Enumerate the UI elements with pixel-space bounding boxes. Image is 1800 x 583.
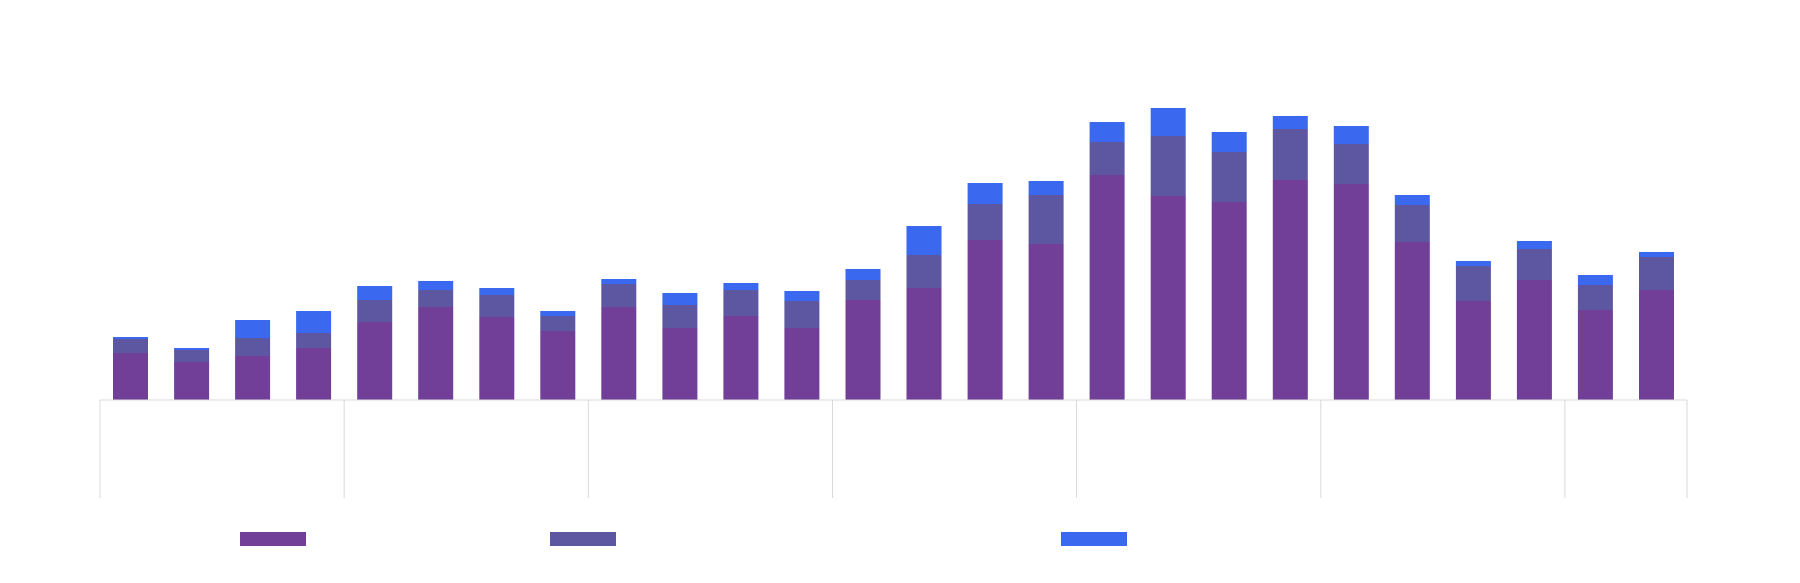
bar-series-3-cat-17	[1089, 122, 1125, 142]
bar-series-2-cat-3	[235, 338, 271, 356]
legend-swatch-series-3	[1061, 532, 1127, 546]
bar-series-1-cat-6	[418, 307, 454, 400]
bar-series-3-cat-24	[1516, 241, 1552, 249]
bar-series-3-cat-20	[1272, 116, 1308, 129]
bar-series-3-cat-4	[296, 311, 332, 333]
bar-series-3-cat-6	[418, 281, 454, 290]
bar-series-2-cat-5	[357, 300, 393, 322]
bar-series-2-cat-23	[1455, 266, 1491, 301]
bar-series-2-cat-1	[113, 339, 148, 353]
bar-series-2-cat-7	[479, 295, 515, 317]
bar-series-3-cat-5	[357, 286, 393, 300]
bar-series-3-cat-13	[845, 269, 881, 280]
bar-series-2-cat-17	[1089, 142, 1125, 175]
bar-series-1-cat-12	[784, 328, 820, 400]
bar-series-1-cat-15	[967, 240, 1003, 400]
bar-series-1-cat-18	[1150, 196, 1186, 400]
legend	[240, 532, 1127, 546]
bar-series-2-cat-18	[1150, 136, 1186, 196]
bar-series-2-cat-12	[784, 301, 820, 328]
bar-series-3-cat-22	[1394, 195, 1430, 205]
bar-series-1-cat-9	[601, 307, 637, 400]
bar-series-3-cat-1	[113, 337, 148, 339]
bar-series-2-cat-19	[1211, 152, 1247, 202]
bar-series-1-cat-25	[1577, 310, 1613, 400]
bar-series-3-cat-14	[906, 226, 942, 255]
bar-series-1-cat-17	[1089, 175, 1125, 400]
bar-series-1-cat-11	[723, 316, 759, 400]
bar-series-2-cat-22	[1394, 205, 1430, 242]
bar-series-1-cat-10	[662, 328, 698, 400]
bar-series-3-cat-7	[479, 288, 515, 295]
bar-series-1-cat-1	[113, 353, 148, 400]
bar-series-3-cat-25	[1577, 275, 1613, 285]
bar-series-3-cat-2	[174, 348, 210, 350]
bar-series-1-cat-3	[235, 356, 271, 400]
bar-series-1-cat-8	[540, 331, 576, 400]
bar-series-1-cat-23	[1455, 301, 1491, 400]
bar-series-3-cat-16	[1028, 181, 1064, 195]
bar-series-2-cat-26	[1639, 257, 1674, 290]
bar-series-1-cat-21	[1333, 184, 1369, 400]
bar-series-3-cat-9	[601, 279, 637, 284]
bar-series-1-cat-7	[479, 317, 515, 400]
bar-series-3-cat-8	[540, 311, 576, 316]
bar-series-1-cat-14	[906, 288, 942, 400]
bar-series-3-cat-21	[1333, 126, 1369, 144]
bar-series-1-cat-13	[845, 300, 881, 400]
bar-series-2-cat-25	[1577, 285, 1613, 310]
bar-series-2-cat-9	[601, 284, 637, 307]
bar-series-2-cat-13	[845, 280, 881, 300]
bar-series-3-cat-11	[723, 283, 759, 290]
bar-series-3-cat-10	[662, 293, 698, 305]
bar-series-2-cat-14	[906, 255, 942, 288]
bar-series-1-cat-5	[357, 322, 393, 400]
bar-series-3-cat-15	[967, 183, 1003, 204]
bars-area	[113, 108, 1674, 400]
bar-series-3-cat-3	[235, 320, 271, 338]
bar-series-1-cat-26	[1639, 290, 1674, 400]
bar-series-2-cat-2	[174, 350, 210, 362]
bar-series-2-cat-8	[540, 316, 576, 331]
bar-series-1-cat-19	[1211, 202, 1247, 400]
bar-series-2-cat-15	[967, 204, 1003, 240]
bar-series-3-cat-18	[1150, 108, 1186, 136]
legend-swatch-series-1	[240, 532, 306, 546]
bar-series-3-cat-19	[1211, 132, 1247, 152]
bar-series-3-cat-12	[784, 291, 820, 301]
x-axis	[99, 399, 1688, 498]
legend-swatch-series-2	[550, 532, 616, 546]
bar-series-1-cat-22	[1394, 242, 1430, 400]
bar-series-2-cat-11	[723, 290, 759, 316]
bar-series-3-cat-23	[1455, 261, 1491, 266]
bar-series-2-cat-4	[296, 333, 332, 348]
bar-series-2-cat-24	[1516, 249, 1552, 280]
bar-series-2-cat-6	[418, 290, 454, 307]
bar-series-1-cat-16	[1028, 244, 1064, 400]
bar-series-2-cat-16	[1028, 195, 1064, 244]
bar-series-1-cat-24	[1516, 280, 1552, 400]
bar-series-1-cat-20	[1272, 180, 1308, 400]
bar-series-2-cat-10	[662, 305, 698, 328]
bar-series-2-cat-20	[1272, 129, 1308, 180]
bar-series-2-cat-21	[1333, 144, 1369, 184]
bar-series-1-cat-4	[296, 348, 332, 400]
bar-series-3-cat-26	[1639, 252, 1674, 257]
bar-series-1-cat-2	[174, 362, 210, 400]
